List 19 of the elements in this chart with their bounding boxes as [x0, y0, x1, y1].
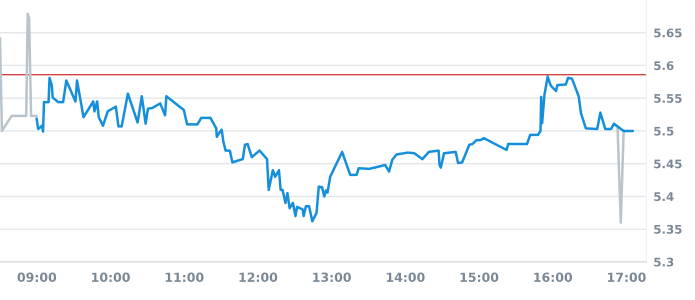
x-tick-label: 15:00 — [460, 272, 498, 282]
x-tick-label: 12:00 — [239, 272, 278, 282]
y-tick-label: 5.5 — [654, 126, 674, 136]
x-tick-label: 16:00 — [534, 272, 572, 282]
x-tick-label: 17:00 — [608, 272, 646, 282]
y-tick-label: 5.6 — [654, 61, 674, 70]
line-series — [0, 12, 38, 132]
x-tick-label: 13:00 — [313, 272, 351, 282]
x-tick-label: 11:00 — [166, 272, 204, 282]
y-tick-label: 5.3 — [654, 258, 674, 267]
line-series — [35, 75, 634, 223]
y-tick-label: 5.4 — [654, 192, 674, 202]
y-tick-label: 5.65 — [654, 28, 682, 38]
x-tick-label: 09:00 — [18, 272, 56, 282]
x-tick-label: 10:00 — [92, 272, 130, 282]
y-tick-label: 5.55 — [654, 94, 682, 103]
y-tick-label: 5.45 — [654, 160, 682, 168]
x-tick-label: 14:00 — [386, 272, 425, 282]
y-tick-label: 5.35 — [654, 224, 682, 234]
